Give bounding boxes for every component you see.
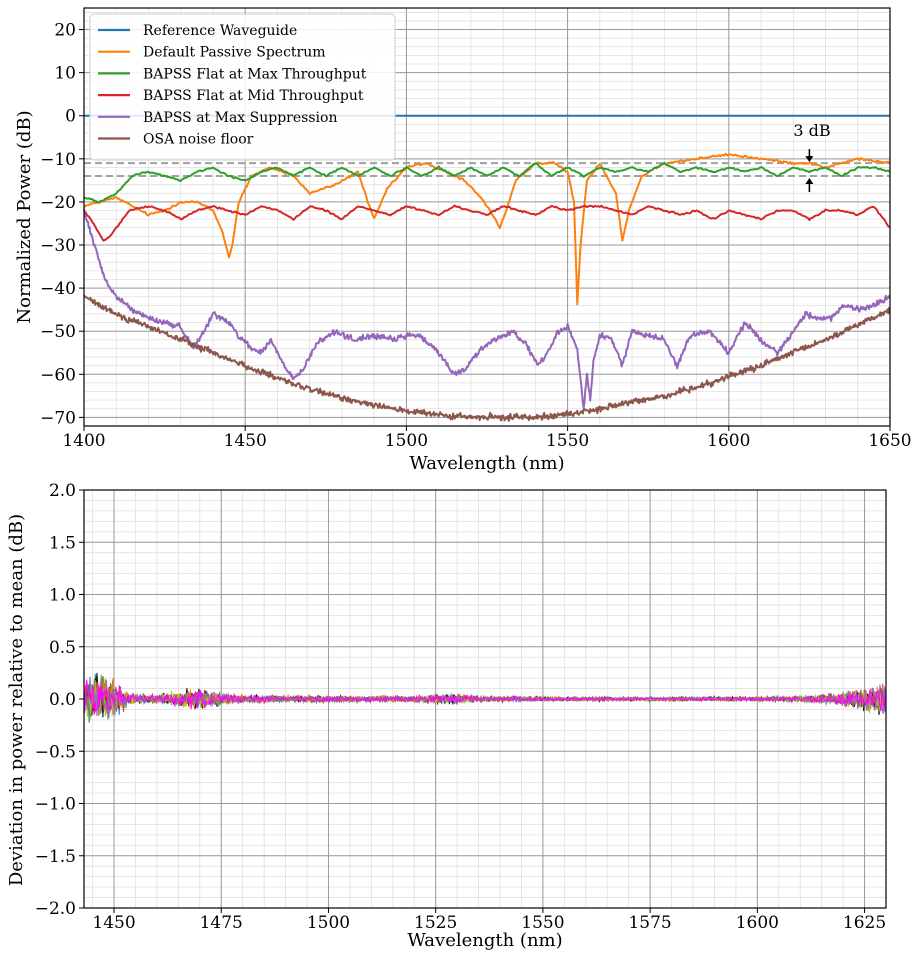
bottom-y-tick-label: −1.5: [35, 847, 76, 867]
legend-label-2: BAPSS Flat at Max Throughput: [143, 66, 367, 82]
legend-label-4: BAPSS at Max Suppression: [143, 110, 337, 126]
bottom-x-ticks: 1450 1475 1500 1525 1550 1575 1600 1625: [92, 908, 886, 933]
top-y-tick-label: −50: [40, 322, 76, 342]
top-x-tick-label: 1550: [546, 431, 589, 451]
annotation-arrow-up-head: [805, 178, 814, 185]
series-line-2: [83, 161, 891, 204]
top-y-tick-label: 20: [54, 21, 76, 41]
annotation-3db-label: 3 dB: [793, 121, 830, 140]
bottom-x-tick-label: 1475: [200, 913, 243, 933]
top-y-tick-label: −70: [40, 408, 76, 428]
bottom-x-tick-label: 1450: [92, 913, 135, 933]
bottom-y-tick-label: −0.5: [35, 742, 76, 762]
bottom-x-tick-label: 1625: [843, 913, 886, 933]
top-x-tick-label: 1600: [707, 431, 750, 451]
top-y-ticks: −70 −60 −50 −40 −30 −20 −10 0 10 20: [40, 21, 84, 428]
annotation-arrow-down-head: [805, 156, 814, 163]
top-y-tick-label: −30: [40, 236, 76, 256]
bottom-y-tick-label: −1.0: [35, 795, 76, 815]
bottom-y-tick-label: 2.0: [49, 481, 76, 501]
bottom-y-tick-label: −2.0: [35, 899, 76, 919]
top-x-tick-label: 1500: [385, 431, 428, 451]
top-x-tick-label: 1650: [868, 431, 911, 451]
bottom-x-axis-title: Wavelength (nm): [407, 930, 562, 951]
bottom-x-tick-label: 1525: [414, 913, 457, 933]
legend-label-3: BAPSS Flat at Mid Throughput: [143, 88, 364, 104]
bottom-y-tick-label: 0.5: [49, 638, 76, 658]
top-plot-frame: [83, 7, 891, 427]
series-line-3: [83, 204, 891, 242]
top-legend: Reference Waveguide Default Passive Spect…: [89, 13, 396, 161]
bottom-x-tick-label: 1500: [307, 913, 350, 933]
top-x-ticks: 1400 1450 1500 1550 1600 1650: [62, 426, 912, 451]
bottom-y-axis-title: Deviation in power relative to mean (dB): [6, 514, 27, 886]
series-line-5: [83, 294, 891, 422]
bottom-x-tick-label: 1600: [736, 913, 779, 933]
bottom-plot: 1450 1475 1500 1525 1550 1575 1600 1625 −2.0 −1.…: [6, 481, 887, 951]
bottom-y-tick-label: 1.5: [49, 533, 76, 553]
top-y-tick-label: 10: [54, 64, 76, 84]
series-line-4: [83, 208, 891, 409]
top-y-tick-label: −20: [40, 193, 76, 213]
top-x-tick-label: 1400: [62, 431, 105, 451]
top-annotation: 3 dB: [793, 121, 831, 193]
bottom-y-ticks: −2.0 −1.5 −1.0 −0.5 0.0 0.5 1.0 1.5 2.0: [35, 481, 84, 919]
legend-label-5: OSA noise floor: [143, 132, 254, 148]
legend-label-0: Reference Waveguide: [143, 23, 297, 39]
bottom-x-tick-label: 1575: [628, 913, 671, 933]
legend-box: [89, 13, 396, 161]
bottom-y-tick-label: 1.0: [49, 586, 76, 606]
top-y-axis-title: Normalized Power (dB): [14, 110, 35, 323]
top-x-axis-title: Wavelength (nm): [409, 453, 564, 474]
bottom-y-tick-label: 0.0: [49, 690, 76, 710]
top-y-tick-label: −60: [40, 365, 76, 385]
bottom-series-group: [83, 672, 886, 723]
top-y-tick-label: −10: [40, 150, 76, 170]
deviation-trace-9: [83, 679, 886, 716]
series-line-1: [83, 152, 891, 306]
top-y-tick-label: 0: [65, 107, 76, 127]
top-x-tick-label: 1450: [224, 431, 267, 451]
legend-label-1: Default Passive Spectrum: [143, 45, 326, 61]
top-y-tick-label: −40: [40, 279, 76, 299]
top-plot: 3 dB 1400 1450 1500 1550 1600 1650 −70−60−50−…: [14, 7, 912, 474]
bottom-x-tick-label: 1550: [521, 913, 564, 933]
